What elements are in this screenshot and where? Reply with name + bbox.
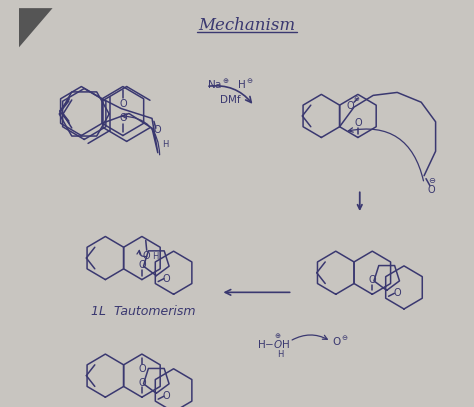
Text: O: O — [154, 125, 162, 135]
Text: H$-\overset{\oplus}{O}$H: H$-\overset{\oplus}{O}$H — [256, 332, 290, 351]
Text: H: H — [277, 350, 283, 359]
Text: O: O — [393, 288, 401, 298]
Text: ⊖: ⊖ — [428, 176, 435, 185]
Text: O: O — [138, 364, 146, 374]
Text: O: O — [138, 260, 146, 270]
Text: O: O — [163, 391, 171, 401]
Text: O$^\ominus$: O$^\ominus$ — [332, 335, 349, 348]
Text: O: O — [354, 118, 362, 128]
Text: Na$^\oplus$  H$^\ominus$: Na$^\oplus$ H$^\ominus$ — [207, 78, 254, 91]
Text: 1L  Tautomerism: 1L Tautomerism — [91, 305, 195, 318]
Text: O: O — [346, 101, 354, 111]
Polygon shape — [19, 8, 53, 47]
Text: O: O — [163, 274, 171, 284]
Text: O: O — [143, 251, 151, 261]
Text: DMf: DMf — [220, 95, 240, 105]
Text: O: O — [119, 113, 127, 123]
Text: H: H — [152, 252, 158, 260]
Text: O: O — [428, 186, 436, 195]
Text: H: H — [162, 140, 169, 149]
Text: O: O — [138, 378, 146, 387]
Text: O: O — [119, 99, 127, 109]
Text: O: O — [368, 275, 376, 284]
Text: Mechanism: Mechanism — [198, 17, 295, 34]
Text: ⊖: ⊖ — [353, 96, 359, 102]
